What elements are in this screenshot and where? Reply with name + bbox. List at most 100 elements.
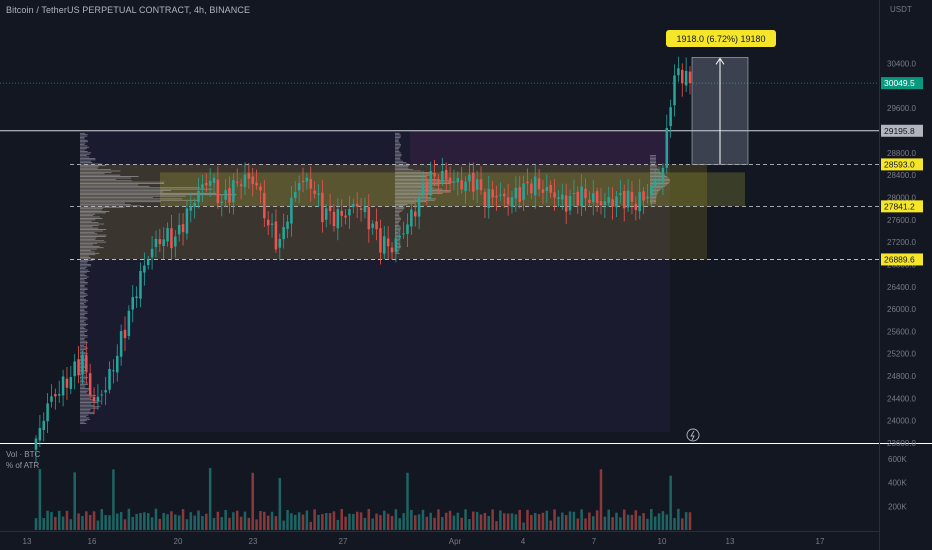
volume-bar [251, 472, 254, 530]
volume-bar [673, 517, 676, 530]
volume-bar [177, 515, 181, 530]
level-badge-26889-bg [881, 253, 923, 266]
volume-bar [274, 516, 278, 530]
volume-bar [46, 510, 49, 530]
candle-body [46, 403, 49, 422]
time-tick-label: 7 [592, 537, 597, 546]
time-tick-label: 23 [249, 537, 258, 546]
lightning-icon[interactable] [686, 428, 700, 442]
candle-body [328, 206, 332, 212]
candle-body [468, 174, 471, 182]
candle-body [243, 174, 247, 187]
volume-bar [108, 515, 111, 530]
candle-body [154, 239, 158, 248]
volume-bar [201, 516, 204, 530]
candle-body [282, 227, 285, 240]
volume-bar [348, 513, 351, 530]
price-tick-label: 23600.0 [887, 439, 916, 448]
volume-bar [646, 518, 649, 530]
volume-bar [472, 511, 475, 530]
volume-bar [297, 512, 301, 530]
volume-bar [158, 518, 162, 530]
candle-body [537, 178, 541, 190]
volume-pane-title: Vol · BTC % of ATR [6, 449, 40, 471]
candle-body [352, 204, 355, 208]
volume-bar [363, 517, 367, 530]
volume-bar [468, 519, 471, 530]
volume-bars [34, 467, 692, 530]
candle-body [181, 224, 185, 233]
candle-body [576, 191, 580, 206]
volume-bar [557, 516, 560, 530]
volume-bar [96, 520, 100, 530]
volume-profile-histogram-2 [395, 132, 456, 254]
volume-bar [487, 516, 491, 530]
volume-bar [580, 509, 583, 530]
volume-bar [309, 521, 313, 530]
volume-bar [146, 513, 150, 530]
candle-body [259, 186, 262, 191]
volume-bar [514, 514, 518, 530]
candle-body [472, 172, 475, 192]
candle-body [216, 179, 220, 204]
volume-bar [591, 516, 595, 530]
price-tick-label: 30400.0 [887, 60, 916, 69]
value-area-box [80, 164, 707, 260]
candle-body [301, 180, 305, 183]
candle-body [42, 420, 45, 431]
candle-body [116, 355, 119, 373]
time-tick-label: 13 [23, 537, 32, 546]
candle-body [541, 189, 545, 193]
candle-body [197, 190, 200, 203]
volume-bar [437, 509, 440, 530]
candle-body [290, 197, 293, 224]
candle-body [112, 370, 115, 372]
candle-body [50, 396, 53, 402]
candle-body [410, 209, 413, 227]
volume-bar [77, 513, 80, 530]
volume-bar [564, 515, 568, 530]
volume-bar [425, 516, 429, 530]
candle-body [193, 202, 196, 208]
volume-bar [448, 510, 452, 530]
volume-bar [328, 513, 332, 530]
volume-bar [170, 511, 173, 530]
candle-body [201, 184, 204, 189]
volume-bar [88, 514, 92, 530]
volume-bar [181, 509, 185, 530]
volume-bar [611, 517, 614, 530]
candle-body [622, 190, 626, 209]
volume-bar [243, 511, 247, 530]
current-price-badge: 30049.5 [884, 78, 915, 88]
volume-bar [429, 512, 432, 530]
volume-bar [235, 510, 239, 530]
candle-body [437, 178, 440, 182]
time-tick-label: 16 [88, 537, 97, 546]
candle-body [402, 233, 405, 235]
volume-bar [650, 509, 653, 530]
price-tick-label: 27600.0 [887, 216, 916, 225]
candle-body [57, 394, 61, 396]
upper-range-box [410, 130, 670, 165]
candle-body [104, 390, 107, 393]
volume-bar [479, 514, 483, 530]
volume-bar [522, 522, 525, 530]
price-tick-label: 25600.0 [887, 327, 916, 336]
candle-body [545, 186, 549, 192]
candle-body [255, 182, 258, 186]
volume-bar [255, 519, 258, 530]
volume-profile-histogram-1 [80, 132, 237, 424]
candle-body [491, 189, 494, 198]
volume-bar [81, 516, 84, 530]
candle-body [340, 210, 343, 216]
volume-bar [65, 510, 69, 530]
candle-body [522, 183, 525, 200]
volume-bar [193, 515, 196, 530]
candle-body [499, 194, 502, 196]
candle-body [309, 179, 313, 189]
candle-body [448, 177, 452, 183]
volume-bar [475, 511, 479, 530]
volume-bar [669, 475, 672, 530]
candle-body [634, 203, 638, 211]
